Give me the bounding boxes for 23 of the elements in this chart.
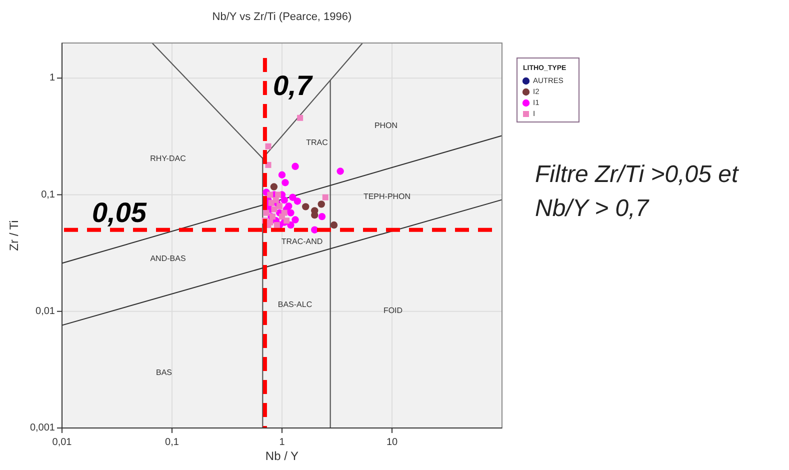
y-axis-title: Zr / Ti [7,220,21,251]
annotation: TRAC-AND [281,237,323,246]
annotation: AND-BAS [150,254,186,264]
annotation: TEPH-PHON [363,192,411,202]
annotation: FOID [383,306,403,316]
text: Filtre Zr/Ti >0,05 et Nb/Y > 0,7 [535,161,740,222]
y-tick-label: 0,001 [30,422,56,434]
y-tick-label: 0,1 [41,189,56,200]
x-tick-label: 1 [279,437,286,448]
x-axis-title: Nb / Y [265,449,299,463]
annotation: PHON [374,121,398,130]
y-tick-label: 0,01 [36,306,56,318]
annotation: TRAC [306,138,328,148]
ref-line-label: 0,05 [92,196,147,228]
y-tick-label: 1 [49,72,56,84]
chart-title: Nb/Y vs Zr/Ti (Pearce, 1996) [212,11,352,23]
x-tick-label: 0,01 [52,437,72,448]
x-tick-label: 0,1 [165,437,180,448]
annotation: BAS-ALC [278,300,312,310]
ref-line-label: 0,7 [272,70,314,101]
x-tick-label: 10 [386,437,398,448]
annotation: BAS [156,368,172,378]
annotation: RHY-DAC [150,154,186,164]
